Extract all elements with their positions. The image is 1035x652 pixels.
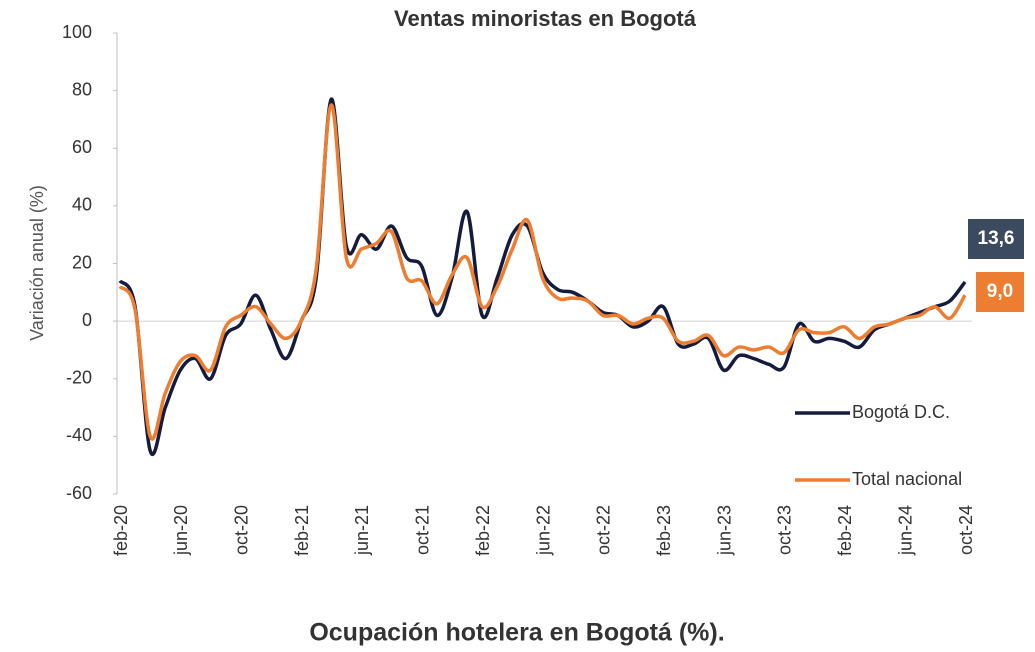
x-tick-label: feb-23 (654, 505, 674, 556)
y-tick-label: 0 (82, 310, 92, 330)
y-tick-label: -20 (66, 368, 92, 388)
x-tick-label: jun-22 (533, 505, 553, 556)
x-tick-label: feb-21 (292, 505, 312, 556)
value-label: 13,6 (978, 228, 1015, 249)
x-tick-label: jun-23 (714, 505, 734, 556)
x-tick-label: oct-24 (956, 505, 976, 555)
x-tick-label: feb-22 (473, 505, 493, 556)
x-tick-label: oct-21 (413, 505, 433, 555)
chart-title: Ventas minoristas en Bogotá (394, 6, 697, 31)
series-line (118, 97, 967, 456)
x-tick-label: feb-20 (111, 505, 131, 556)
x-tick-label: jun-20 (171, 505, 191, 556)
value-label: 9,0 (987, 281, 1013, 302)
value-label-box (968, 219, 1024, 259)
y-tick-label: 60 (72, 137, 92, 157)
y-tick-label: 80 (72, 79, 92, 99)
y-tick-label: -60 (66, 483, 92, 503)
value-label-box (976, 272, 1024, 312)
series-line (118, 103, 967, 441)
legend-label: Total nacional (852, 469, 962, 489)
y-axis-title: Variación anual (%) (27, 185, 47, 341)
y-tick-label: 20 (72, 252, 92, 272)
y-tick-label: -40 (66, 425, 92, 445)
legend-label: Bogotá D.C. (852, 402, 950, 422)
y-tick-label: 40 (72, 195, 92, 215)
x-tick-label: oct-20 (231, 505, 251, 555)
x-tick-label: oct-22 (594, 505, 614, 555)
x-tick-label: feb-24 (835, 505, 855, 556)
y-tick-label: 100 (62, 22, 92, 42)
x-tick-label: oct-23 (775, 505, 795, 555)
x-tick-label: jun-24 (895, 505, 915, 556)
x-tick-label: jun-21 (352, 505, 372, 556)
footer: Ocupación hotelera en Bogotá (%). (309, 619, 724, 647)
